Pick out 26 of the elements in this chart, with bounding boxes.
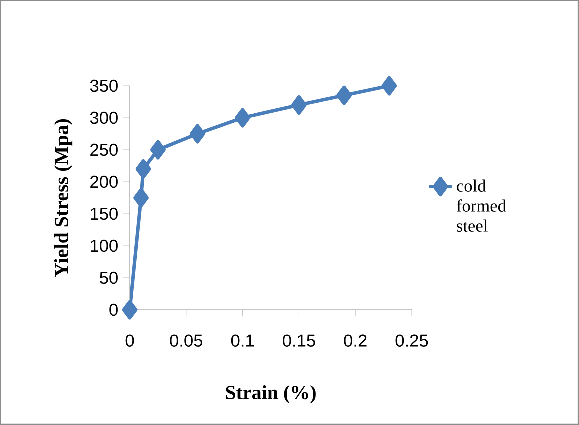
x-tick-label: 0.1 (231, 334, 254, 347)
x-tick-label: 0.15 (283, 334, 316, 347)
x-axis-title: Strain (%) (226, 385, 316, 404)
x-tick-label: 0.25 (396, 334, 428, 347)
point (122, 300, 138, 320)
point (336, 86, 352, 106)
point (382, 76, 398, 96)
y-axis-title: Yield Stress (Mpa) (54, 119, 73, 278)
y-tick-label: 0 (110, 304, 118, 316)
y-tick-label: 100 (91, 240, 118, 252)
y-tick-label: 300 (90, 112, 118, 124)
y-tick-label: 350 (90, 80, 118, 92)
x-tick-label: 0 (126, 334, 134, 347)
y-tick-label: 250 (90, 144, 118, 156)
point (136, 159, 152, 179)
y-tick-label: 200 (90, 176, 118, 188)
point (235, 108, 251, 128)
x-tick-label: 0.05 (170, 334, 203, 347)
x-tick-label: 0.2 (344, 334, 367, 347)
y-tick-label: 150 (91, 208, 118, 220)
point (134, 188, 150, 208)
legend-label: cold formed steel (456, 180, 506, 232)
point (150, 140, 166, 160)
point (291, 95, 307, 115)
point (190, 124, 206, 144)
y-tick-label: 50 (100, 272, 118, 284)
